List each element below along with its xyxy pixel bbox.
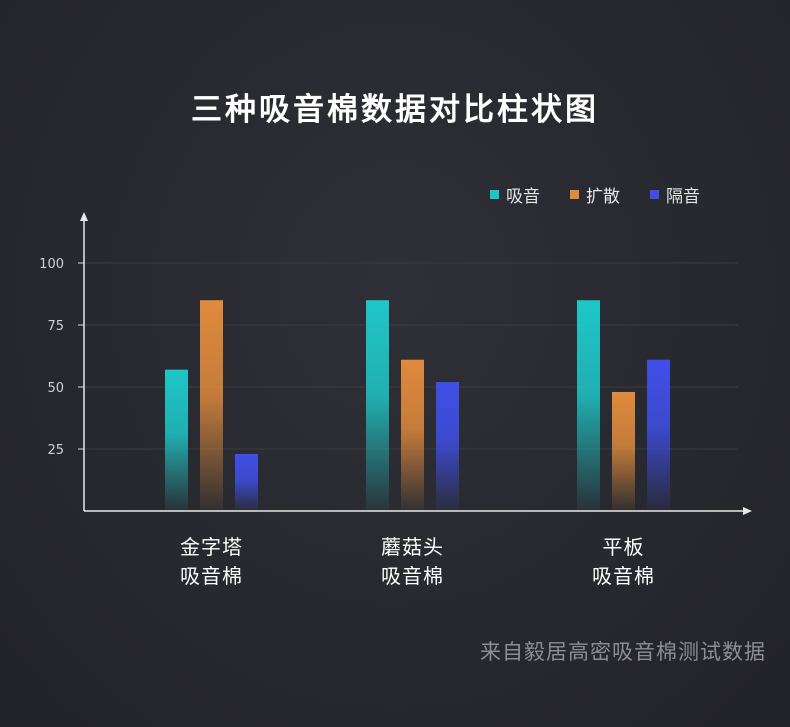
bar-diffusion — [612, 391, 635, 511]
chart-title: 三种吸音棉数据对比柱状图 — [191, 92, 599, 128]
y-tick-label: 75 — [47, 319, 64, 334]
bar-diffusion — [200, 300, 223, 511]
bar-sound-insulation — [235, 453, 258, 511]
legend-label-sound-absorption: 吸音 — [506, 187, 540, 207]
bar-sound-absorption — [366, 300, 389, 511]
y-tick-label: 50 — [47, 381, 64, 396]
bar-sound-absorption — [577, 300, 600, 511]
legend-item-sound-insulation: 隔音 — [650, 182, 700, 207]
y-tick-label: 100 — [39, 257, 64, 272]
bar-diffusion — [401, 359, 424, 511]
axes — [78, 212, 752, 515]
legend: 吸音 扩散 隔音 — [490, 182, 700, 207]
category-label: 吸音棉 — [381, 564, 444, 588]
y-axis-arrow — [80, 212, 88, 221]
category-label: 蘑菇头 — [381, 535, 444, 559]
source-note: 来自毅居高密吸音棉测试数据 — [480, 640, 766, 664]
bars — [165, 300, 670, 511]
legend-swatch-diffusion — [570, 190, 579, 199]
x-axis-arrow — [743, 507, 752, 515]
legend-label-diffusion: 扩散 — [586, 187, 620, 207]
category-label: 吸音棉 — [592, 564, 655, 588]
legend-label-sound-insulation: 隔音 — [666, 187, 700, 207]
legend-swatch-sound-insulation — [650, 190, 659, 199]
category-label: 吸音棉 — [180, 564, 243, 588]
legend-swatch-sound-absorption — [490, 190, 499, 199]
y-tick-label: 25 — [47, 443, 64, 458]
legend-item-sound-absorption: 吸音 — [490, 182, 540, 207]
category-label: 平板 — [603, 535, 645, 559]
bar-sound-insulation — [436, 382, 459, 511]
bar-sound-absorption — [165, 369, 188, 511]
category-label: 金字塔 — [180, 535, 243, 559]
legend-item-diffusion: 扩散 — [570, 182, 620, 207]
bar-sound-insulation — [647, 359, 670, 511]
